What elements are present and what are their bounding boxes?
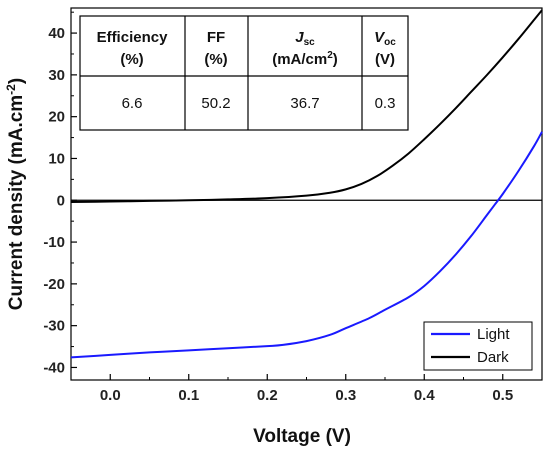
y-tick-label: -10 [43, 234, 65, 251]
table-header-voc: Voc [374, 29, 396, 48]
x-axis-ticks: 0.0 0.1 0.2 0.3 0.4 0.5 [100, 374, 513, 404]
table-header-jsc-symbol: J [295, 29, 304, 46]
table-header-jsc: Jsc [295, 29, 315, 48]
table-header-voc-sub: oc [384, 37, 396, 48]
y-tick-label: -30 [43, 318, 65, 335]
legend-light-label: Light [477, 326, 510, 343]
x-tick-label: 0.0 [100, 387, 121, 404]
y-axis-title-close: ) [6, 78, 27, 84]
y-tick-label: 30 [48, 67, 65, 84]
series-light-line [70, 131, 543, 359]
y-tick-label: 40 [48, 25, 65, 42]
y-axis-title-main: Current density (mA.cm [6, 95, 27, 310]
y-axis-ticks: -40 -30 -20 -10 0 10 20 30 40 [43, 11, 77, 376]
x-tick-label: 0.5 [492, 387, 513, 404]
table-header-jsc-sub: sc [304, 37, 316, 48]
parameters-table: Efficiency (%) FF (%) Jsc (mA/cm2) Voc (… [79, 15, 409, 131]
y-tick-label: 10 [48, 150, 65, 167]
legend-box [423, 321, 533, 371]
series-dark-line [70, 9, 543, 203]
x-tick-label: 0.4 [414, 387, 436, 404]
table-header-jsc-unit-main: (mA/cm [272, 51, 327, 68]
y-tick-label: -20 [43, 276, 65, 293]
table-header-jsc-unit-close: ) [333, 51, 338, 68]
legend: Light Dark [423, 321, 533, 371]
y-axis-title-sup: -2 [4, 84, 18, 95]
legend-dark-label: Dark [477, 349, 509, 366]
y-tick-label: 0 [57, 192, 65, 209]
table-header-ff-unit: (%) [204, 51, 227, 68]
table-value-voc: 0.3 [375, 95, 396, 112]
table-header-efficiency-unit: (%) [120, 51, 143, 68]
table-header-voc-unit: (V) [375, 51, 395, 68]
table-value-efficiency: 6.6 [122, 95, 143, 112]
y-tick-label: -40 [43, 359, 65, 376]
table-value-ff: 50.2 [201, 95, 230, 112]
x-tick-label: 0.2 [257, 387, 278, 404]
table-header-jsc-unit: (mA/cm2) [272, 50, 338, 68]
y-tick-label: 20 [48, 109, 65, 126]
table-header-jsc-unit-sup: 2 [327, 50, 333, 61]
table-border [79, 15, 409, 131]
table-value-jsc: 36.7 [290, 95, 319, 112]
x-tick-label: 0.3 [335, 387, 356, 404]
x-tick-label: 0.1 [178, 387, 199, 404]
x-axis-title: Voltage (V) [253, 426, 351, 447]
y-axis-title: Current density (mA.cm-2) [4, 78, 27, 310]
table-header-voc-symbol: V [374, 29, 386, 46]
table-header-ff: FF [207, 29, 225, 46]
table-header-efficiency: Efficiency [97, 29, 169, 46]
